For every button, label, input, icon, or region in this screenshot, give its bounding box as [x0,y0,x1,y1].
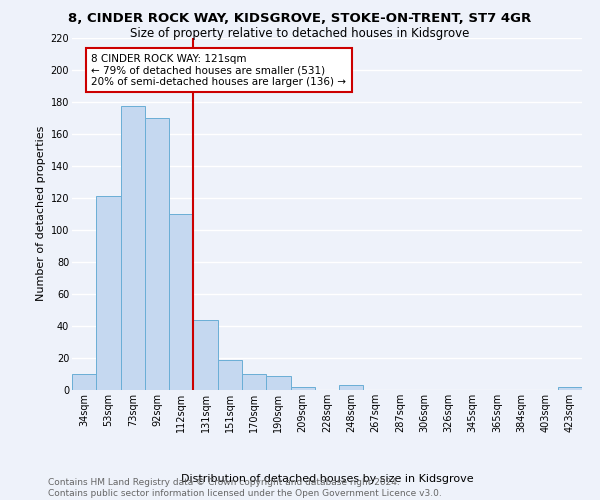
Bar [193,320,218,390]
Bar [218,360,242,390]
Bar [96,196,121,390]
Bar [169,214,193,390]
Bar [339,385,364,390]
Bar [558,387,582,390]
Bar [266,376,290,390]
Text: 8 CINDER ROCK WAY: 121sqm
← 79% of detached houses are smaller (531)
20% of semi: 8 CINDER ROCK WAY: 121sqm ← 79% of detac… [91,54,346,86]
X-axis label: Distribution of detached houses by size in Kidsgrove: Distribution of detached houses by size … [181,474,473,484]
Bar [290,387,315,390]
Bar [72,374,96,390]
Bar [242,374,266,390]
Text: 8, CINDER ROCK WAY, KIDSGROVE, STOKE-ON-TRENT, ST7 4GR: 8, CINDER ROCK WAY, KIDSGROVE, STOKE-ON-… [68,12,532,26]
Bar [121,106,145,390]
Text: Contains HM Land Registry data © Crown copyright and database right 2024.
Contai: Contains HM Land Registry data © Crown c… [48,478,442,498]
Text: Size of property relative to detached houses in Kidsgrove: Size of property relative to detached ho… [130,28,470,40]
Y-axis label: Number of detached properties: Number of detached properties [37,126,46,302]
Bar [145,118,169,390]
